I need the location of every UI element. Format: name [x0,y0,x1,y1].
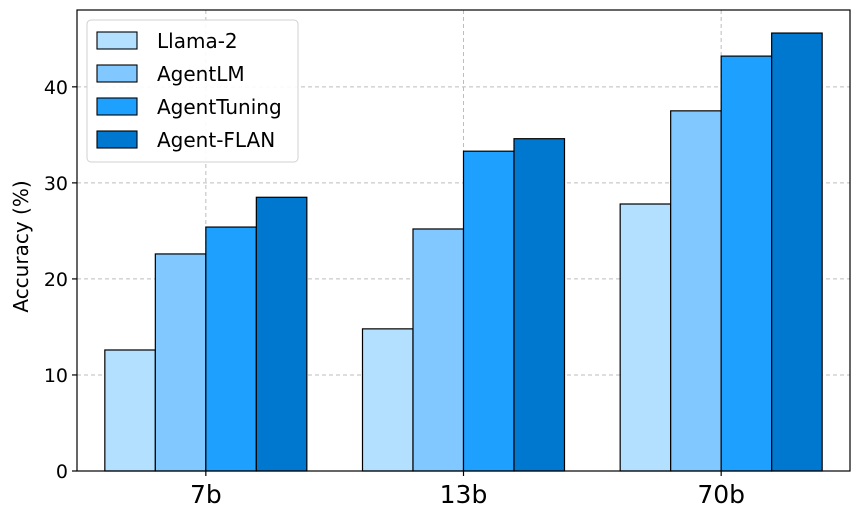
bar-agent-flan-7b [255,196,308,472]
legend: Llama-2 AgentLM AgentTuning Agent-FLAN [86,19,299,163]
bar-agent-flan-13b [513,138,566,472]
y-tick-label: 30 [44,173,68,195]
x-tick-label-13b: 13b [440,480,488,509]
legend-swatch-agenttuning [96,97,138,116]
y-tick-label: 40 [44,77,68,99]
bar-agentlm-7b [154,253,207,472]
bar-agent-flan-70b [771,32,823,472]
x-tick-label-7b: 7b [190,480,222,509]
bar-llama-2-7b [104,349,156,472]
x-tick-label-70b: 70b [697,480,745,509]
bar-agenttuning-13b [462,150,515,472]
y-tick-label: 10 [44,365,68,387]
bar-agenttuning-70b [720,55,773,472]
axes: 0 10 20 30 40 7b 13b 70b [44,9,851,509]
legend-swatch-llama-2 [96,31,138,50]
bar-agenttuning-7b [205,226,257,472]
bars [104,32,823,472]
y-tick-label: 0 [56,461,68,483]
bar-agentlm-70b [670,110,722,472]
legend-label-llama-2: Llama-2 [157,29,238,53]
bar-llama-2-70b [619,203,672,472]
legend-label-agenttuning: AgentTuning [157,95,282,119]
bar-llama-2-13b [361,328,414,472]
legend-box [86,19,299,163]
y-tick-label: 20 [44,269,68,291]
bar-agentlm-13b [412,228,465,472]
legend-swatch-agent-flan [96,130,138,149]
legend-label-agent-flan: Agent-FLAN [157,128,275,152]
y-axis-title: Accuracy (%) [9,180,33,312]
legend-swatch-agentlm [96,64,138,83]
legend-label-agentlm: AgentLM [157,62,245,86]
